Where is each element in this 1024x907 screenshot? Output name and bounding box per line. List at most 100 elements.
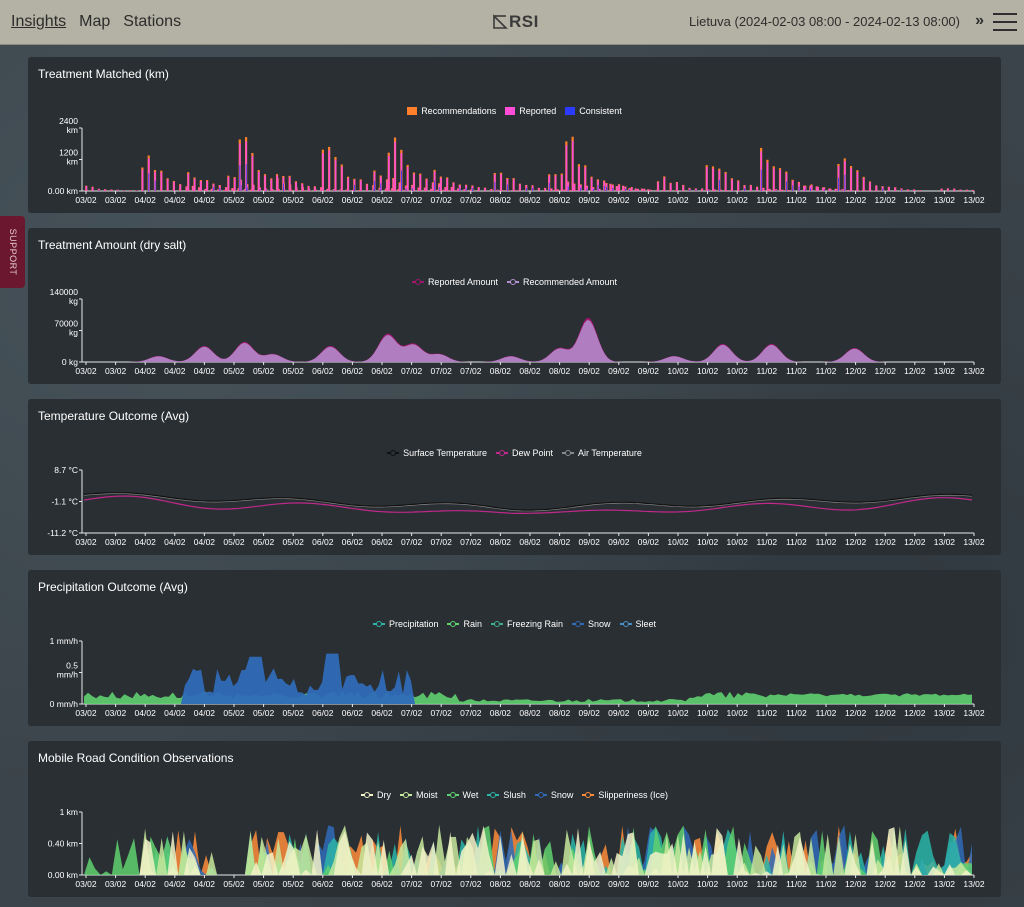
bar-consistent — [246, 187, 248, 191]
bar-reported — [217, 189, 219, 191]
y-tick-label: 0.5 — [66, 661, 78, 671]
legend-item[interactable]: Dry — [361, 790, 391, 800]
bar-reported — [663, 177, 666, 191]
bar-reported — [641, 188, 643, 191]
x-tick-label: 10/02 — [727, 366, 749, 376]
legend-item[interactable]: Slush — [487, 790, 526, 800]
hamburger-menu-icon[interactable] — [993, 13, 1017, 32]
bar-reported — [856, 171, 859, 191]
bar-reported — [192, 186, 194, 191]
bar-reported — [571, 141, 574, 191]
x-tick-label: 08/02 — [490, 879, 512, 889]
x-tick-label: 07/02 — [460, 366, 482, 376]
x-tick-label: 03/02 — [105, 879, 127, 889]
support-tab[interactable]: SUPPORT — [0, 216, 25, 288]
y-tick-label: 70000 — [54, 319, 78, 329]
bar-reported — [430, 189, 433, 191]
y-tick-label: 0 kg — [62, 357, 78, 367]
x-tick-label: 07/02 — [401, 537, 423, 547]
legend-item[interactable]: Freezing Rain — [490, 619, 564, 629]
nav-stations[interactable]: Stations — [123, 13, 182, 30]
chart-legend: Reported Amount Recommended Amount — [28, 277, 1001, 287]
x-tick-label: 11/02 — [816, 195, 837, 205]
x-tick-label: 12/02 — [875, 195, 897, 205]
x-tick-label: 09/02 — [579, 879, 601, 889]
bar-consistent — [838, 177, 839, 191]
bar-reported — [647, 189, 650, 191]
bar-consistent — [592, 189, 594, 191]
legend-swatch — [619, 620, 632, 628]
bar-consistent — [695, 189, 697, 191]
legend-item[interactable]: Sleet — [619, 619, 656, 629]
legend-item[interactable]: Dew Point — [495, 448, 553, 458]
bar-consistent — [472, 188, 473, 191]
bar-consistent — [434, 180, 436, 191]
x-tick-label: 04/02 — [164, 708, 186, 718]
legend-item[interactable]: Snow — [572, 619, 611, 629]
bar-reported — [561, 174, 563, 191]
legend-item[interactable]: Surface Temperature — [387, 448, 487, 458]
bar-reported — [573, 184, 576, 191]
legend-label: Air Temperature — [578, 448, 642, 458]
bar-reported — [669, 183, 672, 191]
x-tick-label: 13/02 — [963, 537, 985, 547]
x-tick-label: 09/02 — [638, 195, 660, 205]
x-tick-label: 08/02 — [519, 366, 541, 376]
bar-consistent — [98, 189, 100, 191]
bar-reported — [443, 189, 445, 191]
bar-reported — [231, 188, 234, 191]
legend-item[interactable]: Reported Amount — [411, 277, 498, 287]
bar-reported — [726, 190, 729, 191]
x-tick-label: 10/02 — [667, 195, 689, 205]
x-tick-label: 13/02 — [963, 879, 985, 889]
legend-item[interactable]: Rain — [447, 619, 482, 629]
bar-reported — [590, 177, 593, 191]
x-tick-label: 06/02 — [312, 537, 334, 547]
bar-reported — [358, 190, 360, 191]
bar-consistent — [823, 189, 825, 191]
legend-label: Snow — [550, 790, 574, 800]
bar-reported — [769, 189, 771, 191]
x-tick-label: 06/02 — [312, 708, 334, 718]
x-tick-label: 04/02 — [135, 537, 157, 547]
expand-icon[interactable]: » — [975, 12, 984, 29]
x-tick-label: 08/02 — [490, 366, 512, 376]
bar-consistent — [405, 188, 407, 191]
legend-item[interactable]: Recommendations — [407, 106, 496, 116]
bar-reported — [406, 167, 409, 191]
bar-reported — [972, 189, 974, 191]
nav-insights[interactable]: Insights — [11, 13, 67, 30]
legend-label: Freezing Rain — [506, 619, 564, 629]
y-tick-label: km — [67, 125, 78, 135]
bar-reported — [720, 189, 722, 191]
bar-consistent — [841, 190, 843, 191]
bar-reported — [609, 184, 612, 191]
rsi-logo-icon — [493, 14, 508, 29]
legend-item[interactable]: Reported — [505, 106, 556, 116]
rsi-logo[interactable]: RSI — [492, 12, 539, 32]
region-date-range[interactable]: Lietuva (2024-02-03 08:00 - 2024-02-13 0… — [688, 14, 960, 29]
x-tick-label: 06/02 — [312, 195, 334, 205]
legend-label: Moist — [416, 790, 438, 800]
legend-item[interactable]: Moist — [400, 790, 438, 800]
x-tick-label: 04/02 — [164, 879, 186, 889]
x-tick-label: 04/02 — [194, 195, 216, 205]
legend-item[interactable]: Recommended Amount — [506, 277, 617, 287]
x-tick-label: 13/02 — [934, 708, 956, 718]
legend-item[interactable]: Precipitation — [372, 619, 438, 629]
legend-item[interactable]: Snow — [534, 790, 574, 800]
bar-reported — [953, 188, 956, 191]
bar-consistent — [525, 187, 527, 191]
x-tick-label: 03/02 — [75, 537, 97, 547]
x-tick-label: 12/02 — [904, 708, 926, 718]
y-tick-label: 140000 — [50, 287, 79, 297]
bar-consistent — [625, 188, 626, 191]
legend-item[interactable]: Wet — [446, 790, 478, 800]
legend-item[interactable]: Slipperiness (Ice) — [582, 790, 668, 800]
legend-item[interactable]: Air Temperature — [562, 448, 642, 458]
y-tick-label: kg — [69, 328, 78, 338]
nav-map[interactable]: Map — [79, 13, 111, 30]
legend-item[interactable]: Consistent — [565, 106, 622, 116]
bar-consistent — [719, 179, 720, 191]
